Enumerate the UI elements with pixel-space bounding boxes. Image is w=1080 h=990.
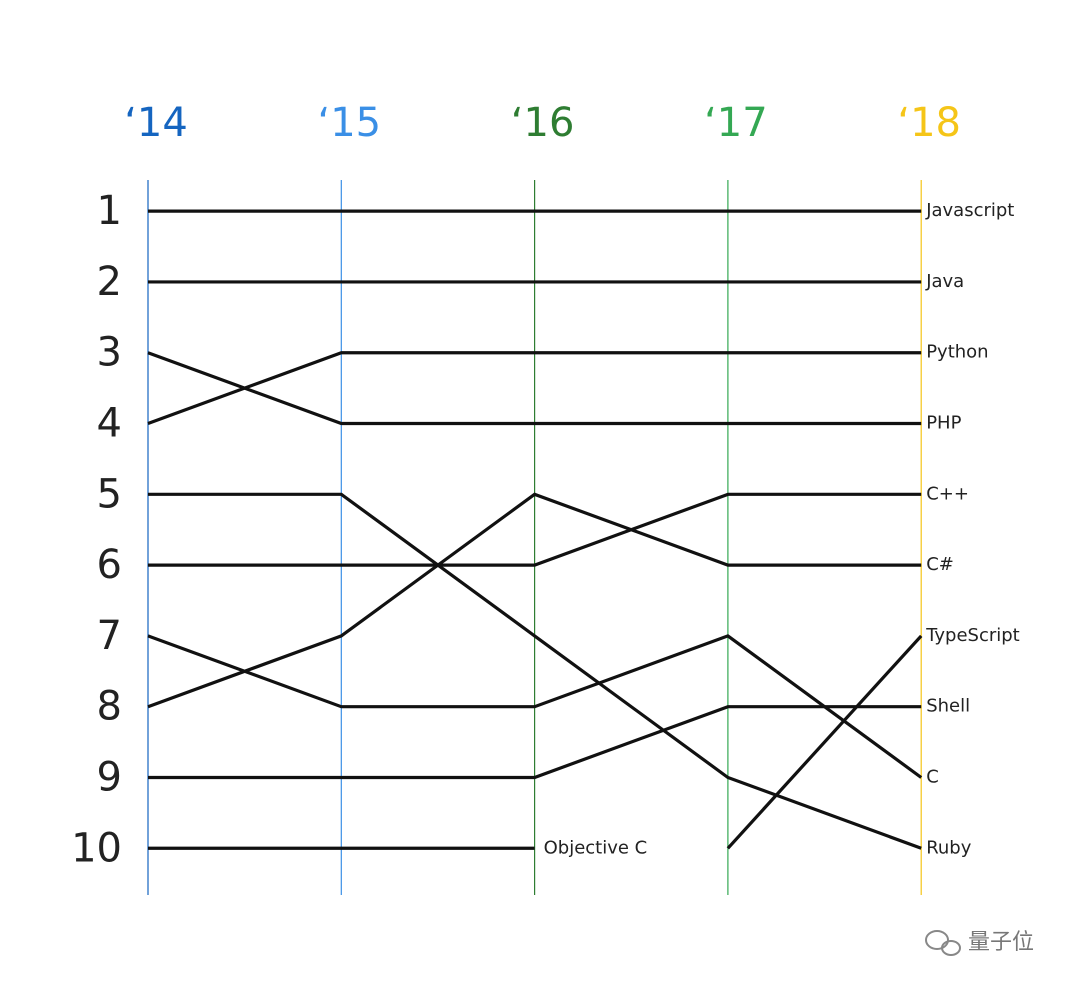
- series-label: Javascript: [925, 200, 1014, 221]
- rank-label: 5: [97, 471, 122, 517]
- series-label: Python: [926, 342, 988, 363]
- rank-label: 6: [97, 542, 122, 588]
- series-label: PHP: [926, 413, 961, 434]
- rank-line: [147, 492, 922, 709]
- series-label: C++: [926, 483, 969, 504]
- rank-line: [147, 351, 922, 426]
- rank-label: 3: [97, 330, 122, 376]
- rank-label: 1: [97, 188, 122, 234]
- year-label: ‘17: [704, 100, 768, 146]
- series-label: TypeScript: [925, 625, 1020, 646]
- rank-label: 2: [97, 259, 122, 305]
- year-label: ‘15: [317, 100, 381, 146]
- year-label: ‘16: [511, 100, 575, 146]
- rank-label: 10: [71, 825, 122, 871]
- rank-line: [726, 634, 923, 850]
- series-label: Ruby: [926, 837, 972, 858]
- year-label: ‘14: [124, 100, 188, 146]
- rank-label: 9: [97, 754, 122, 800]
- series-label: Java: [925, 271, 964, 292]
- rank-line: [147, 351, 922, 426]
- rank-label: 7: [97, 613, 122, 659]
- rank-line: [148, 492, 922, 567]
- series-label: Objective C: [544, 837, 648, 858]
- rank-line: [148, 705, 922, 780]
- watermark: 量子位: [968, 930, 1034, 955]
- watermark-icon: [925, 930, 961, 956]
- series-label: C#: [926, 554, 954, 575]
- rank-label: 4: [97, 401, 122, 447]
- rank-label: 8: [97, 684, 122, 730]
- series-label: C: [926, 766, 939, 787]
- year-label: ‘18: [897, 100, 961, 146]
- rank-line: [147, 634, 923, 779]
- rank-line: [148, 492, 922, 850]
- series-label: Shell: [926, 696, 970, 717]
